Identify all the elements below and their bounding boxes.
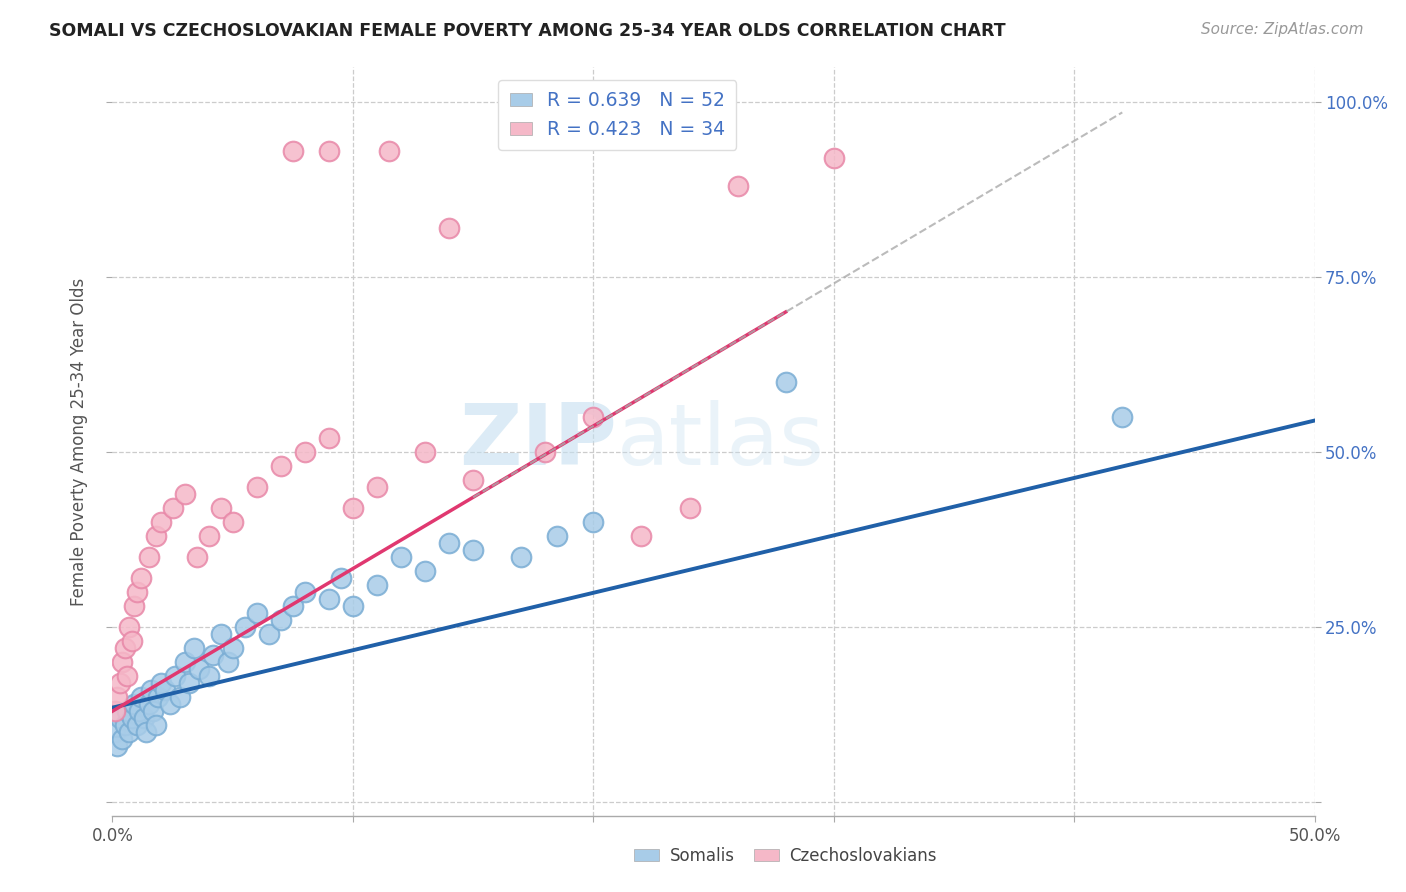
Point	[169, 690, 191, 705]
Point	[437, 221, 460, 235]
Point	[159, 697, 181, 711]
Point	[138, 550, 160, 565]
Point	[104, 704, 127, 718]
Point	[142, 704, 165, 718]
Text: atlas: atlas	[617, 400, 825, 483]
Point	[678, 501, 700, 516]
Point	[105, 739, 128, 753]
Point	[257, 627, 280, 641]
Point	[318, 144, 340, 158]
Point	[188, 662, 211, 676]
Point	[461, 473, 484, 487]
Point	[122, 599, 145, 613]
Point	[149, 515, 172, 529]
Point	[118, 620, 141, 634]
Point	[318, 592, 340, 607]
Point	[534, 445, 557, 459]
Point	[121, 711, 143, 725]
Point	[131, 571, 153, 585]
Point	[155, 683, 177, 698]
Point	[366, 480, 388, 494]
Point	[727, 178, 749, 193]
Point	[183, 641, 205, 656]
Point	[146, 690, 169, 705]
Point	[114, 718, 136, 732]
Point	[582, 410, 605, 425]
Point	[173, 487, 195, 501]
Point	[104, 725, 127, 739]
Point	[197, 529, 219, 543]
Point	[342, 599, 364, 613]
Point	[138, 697, 160, 711]
Point	[128, 704, 150, 718]
Text: SOMALI VS CZECHOSLOVAKIAN FEMALE POVERTY AMONG 25-34 YEAR OLDS CORRELATION CHART: SOMALI VS CZECHOSLOVAKIAN FEMALE POVERTY…	[49, 22, 1005, 40]
Point	[510, 550, 533, 565]
Point	[115, 669, 138, 683]
Point	[329, 571, 352, 585]
Point	[342, 501, 364, 516]
Point	[131, 690, 153, 705]
Point	[294, 585, 316, 599]
Point	[217, 655, 239, 669]
Point	[125, 718, 148, 732]
Point	[111, 732, 134, 747]
Point	[281, 144, 304, 158]
Point	[149, 676, 172, 690]
Point	[294, 445, 316, 459]
Point	[378, 144, 401, 158]
Point	[413, 445, 436, 459]
Point	[139, 683, 162, 698]
Point	[461, 543, 484, 558]
Point	[197, 669, 219, 683]
Point	[202, 648, 225, 662]
Point	[389, 550, 412, 565]
Point	[163, 669, 186, 683]
Point	[162, 501, 184, 516]
Point	[281, 599, 304, 613]
Point	[318, 431, 340, 445]
Point	[222, 515, 245, 529]
Point	[546, 529, 568, 543]
Point	[630, 529, 652, 543]
Point	[145, 718, 167, 732]
Point	[823, 151, 845, 165]
Point	[179, 676, 201, 690]
Point	[775, 375, 797, 389]
Point	[222, 641, 245, 656]
Point	[186, 550, 208, 565]
Legend: Somalis, Czechoslovakians: Somalis, Czechoslovakians	[627, 840, 943, 871]
Point	[437, 536, 460, 550]
Point	[105, 690, 128, 705]
Point	[246, 480, 269, 494]
Point	[111, 655, 134, 669]
Text: ZIP: ZIP	[460, 400, 617, 483]
Point	[209, 627, 232, 641]
Point	[270, 458, 292, 473]
Text: Source: ZipAtlas.com: Source: ZipAtlas.com	[1201, 22, 1364, 37]
Point	[233, 620, 256, 634]
Point	[366, 578, 388, 592]
Point	[582, 515, 605, 529]
Point	[246, 606, 269, 620]
Point	[115, 704, 138, 718]
Point	[135, 725, 157, 739]
Point	[209, 501, 232, 516]
Point	[108, 711, 131, 725]
Point	[413, 564, 436, 578]
Point	[114, 641, 136, 656]
Point	[270, 613, 292, 627]
Point	[145, 529, 167, 543]
Point	[122, 697, 145, 711]
Point	[108, 676, 131, 690]
Y-axis label: Female Poverty Among 25-34 Year Olds: Female Poverty Among 25-34 Year Olds	[70, 277, 89, 606]
Point	[132, 711, 155, 725]
Point	[121, 634, 143, 648]
Point	[118, 725, 141, 739]
Point	[1111, 410, 1133, 425]
Point	[173, 655, 195, 669]
Point	[125, 585, 148, 599]
